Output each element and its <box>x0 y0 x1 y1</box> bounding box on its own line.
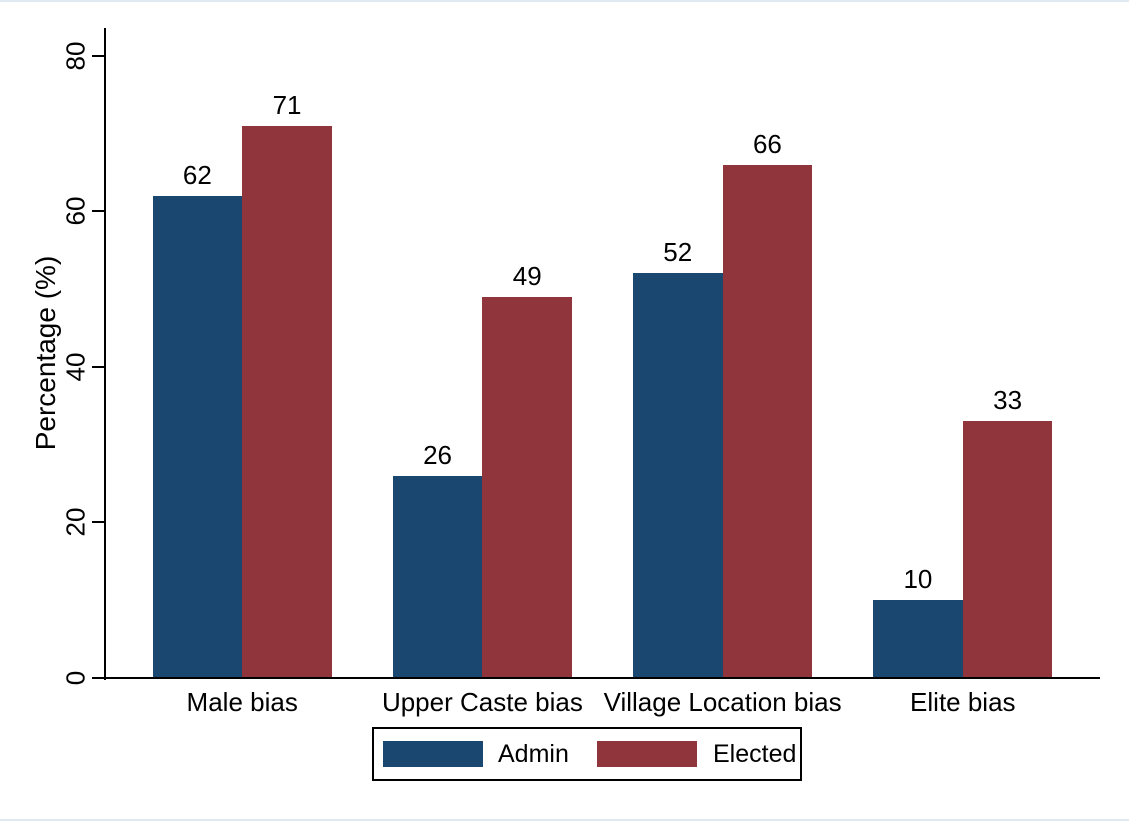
legend-label-admin: Admin <box>498 739 569 768</box>
bar-elected-village-location-bias <box>722 164 813 678</box>
bar-admin-upper-caste-bias <box>392 475 483 678</box>
y-tick-label-80: 80 <box>60 41 91 71</box>
top-edge-line <box>0 0 1129 2</box>
bar-admin-elite-bias <box>873 600 963 678</box>
bar-elected-elite-bias <box>962 421 1053 678</box>
y-tick-mark-20 <box>92 521 104 524</box>
bar-elected-male-bias <box>242 125 332 678</box>
category-label-upper-caste-bias: Upper Caste bias <box>381 687 583 717</box>
bar-admin-male-bias <box>152 195 243 678</box>
y-tick-mark-0 <box>92 677 104 679</box>
legend-label-elected: Elected <box>713 739 797 768</box>
bar-value-label: 33 <box>993 385 1023 416</box>
legend-swatch-elected <box>597 741 697 767</box>
bar-value-label: 26 <box>423 439 453 470</box>
x-axis-line <box>93 677 1100 679</box>
y-tick-label-20: 20 <box>60 507 91 537</box>
y-tick-label-60: 60 <box>60 196 91 226</box>
category-label-elite-bias: Elite bias <box>910 687 1016 717</box>
y-tick-mark-40 <box>92 365 104 368</box>
category-label-village-location-bias: Village Location bias <box>603 687 842 717</box>
y-tick-label-40: 40 <box>60 352 91 382</box>
category-label-male-bias: Male bias <box>186 687 298 717</box>
bar-value-label: 49 <box>512 260 542 291</box>
legend: Admin Elected <box>372 727 802 781</box>
y-tick-mark-60 <box>92 210 104 213</box>
y-tick-mark-80 <box>92 54 104 57</box>
bar-value-label: 52 <box>663 237 693 268</box>
legend-swatch-admin <box>383 741 483 767</box>
bar-value-label: 62 <box>182 159 212 190</box>
y-tick-label-0: 0 <box>60 670 91 686</box>
bar-elected-upper-caste-bias <box>482 296 573 678</box>
bar-admin-village-location-bias <box>632 273 723 678</box>
y-axis-line <box>104 28 106 680</box>
bottom-edge-line <box>0 819 1129 821</box>
bar-value-label: 10 <box>903 564 933 595</box>
y-axis-title: Percentage (%) <box>30 255 61 451</box>
bar-value-label: 66 <box>752 128 782 159</box>
bar-value-label: 71 <box>272 89 302 120</box>
